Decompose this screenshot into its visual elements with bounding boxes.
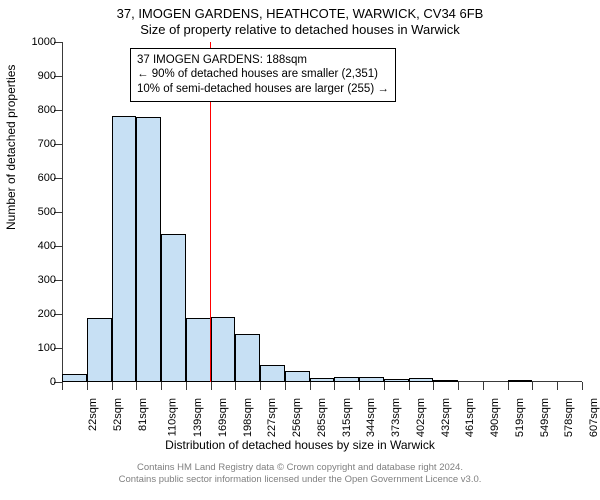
y-tick-label: 0 — [18, 376, 56, 388]
x-tick-label: 139sqm — [192, 398, 204, 437]
y-tick-label: 100 — [18, 342, 56, 354]
x-tick — [186, 382, 187, 390]
x-tick — [508, 382, 509, 390]
x-tick — [161, 382, 162, 390]
x-tick-label: 607sqm — [588, 398, 600, 437]
x-tick — [582, 382, 583, 390]
x-tick — [359, 382, 360, 390]
x-tick — [260, 382, 261, 390]
x-tick — [557, 382, 558, 390]
x-tick — [334, 382, 335, 390]
y-tick-label: 900 — [18, 70, 56, 82]
x-tick — [433, 382, 434, 390]
y-axis-line — [62, 42, 63, 382]
histogram-bar — [285, 371, 310, 382]
page-title-line-2: Size of property relative to detached ho… — [0, 22, 600, 37]
info-box: 37 IMOGEN GARDENS: 188sqm← 90% of detach… — [130, 48, 396, 102]
footer-line-1: Contains HM Land Registry data © Crown c… — [0, 462, 600, 474]
histogram-bar — [508, 380, 533, 382]
x-axis-label: Distribution of detached houses by size … — [0, 438, 600, 452]
histogram-bar — [161, 234, 186, 382]
info-box-line: ← 90% of detached houses are smaller (2,… — [137, 67, 389, 81]
y-tick-label: 300 — [18, 274, 56, 286]
x-tick-label: 432sqm — [440, 398, 452, 437]
x-tick-label: 549sqm — [539, 398, 551, 437]
x-tick — [87, 382, 88, 390]
x-tick-label: 198sqm — [242, 398, 254, 437]
x-tick-label: 81sqm — [137, 398, 149, 431]
y-axis-label: Number of detached properties — [4, 65, 18, 230]
histogram-bar — [136, 117, 161, 382]
x-tick-label: 461sqm — [465, 398, 477, 437]
info-box-line: 10% of semi-detached houses are larger (… — [137, 82, 389, 96]
histogram-bar — [112, 116, 137, 382]
histogram-bar — [211, 317, 236, 382]
x-tick-label: 373sqm — [390, 398, 402, 437]
footer-line-2: Contains public sector information licen… — [0, 474, 600, 486]
x-tick — [62, 382, 63, 390]
histogram-bar — [334, 377, 359, 382]
x-tick — [285, 382, 286, 390]
y-tick-label: 800 — [18, 104, 56, 116]
x-tick-label: 402sqm — [415, 398, 427, 437]
x-tick — [211, 382, 212, 390]
x-tick-label: 52sqm — [112, 398, 124, 431]
chart-plot-area: 0100200300400500600700800900100022sqm52s… — [62, 42, 582, 382]
x-tick — [112, 382, 113, 390]
x-tick — [136, 382, 137, 390]
histogram-bar — [310, 378, 335, 382]
x-tick-label: 169sqm — [217, 398, 229, 437]
y-tick-label: 200 — [18, 308, 56, 320]
x-tick-label: 110sqm — [167, 398, 179, 436]
x-tick-label: 519sqm — [514, 398, 526, 437]
x-tick-label: 578sqm — [564, 398, 576, 437]
x-tick — [483, 382, 484, 390]
histogram-bar — [235, 334, 260, 382]
y-tick-label: 500 — [18, 206, 56, 218]
x-tick-label: 22sqm — [87, 398, 99, 431]
x-tick-label: 344sqm — [366, 398, 378, 437]
histogram-bar — [433, 380, 458, 382]
histogram-bar — [359, 377, 384, 382]
histogram-bar — [87, 318, 112, 382]
histogram-bar — [384, 379, 409, 382]
histogram-bar — [62, 374, 87, 383]
histogram-bar — [409, 378, 434, 382]
x-tick-label: 315sqm — [341, 398, 353, 437]
x-tick-label: 490sqm — [489, 398, 501, 437]
x-tick — [310, 382, 311, 390]
x-tick — [409, 382, 410, 390]
x-tick — [384, 382, 385, 390]
page-title-line-1: 37, IMOGEN GARDENS, HEATHCOTE, WARWICK, … — [0, 6, 600, 21]
footer-text: Contains HM Land Registry data © Crown c… — [0, 462, 600, 486]
y-tick-label: 400 — [18, 240, 56, 252]
histogram-bar — [260, 365, 285, 382]
info-box-line: 37 IMOGEN GARDENS: 188sqm — [137, 53, 389, 67]
x-tick — [235, 382, 236, 390]
x-tick-label: 227sqm — [266, 398, 278, 437]
histogram-bar — [186, 318, 211, 382]
x-tick-label: 285sqm — [316, 398, 328, 437]
y-tick-label: 700 — [18, 138, 56, 150]
x-tick — [458, 382, 459, 390]
y-tick-label: 600 — [18, 172, 56, 184]
x-tick-label: 256sqm — [291, 398, 303, 437]
x-tick — [532, 382, 533, 390]
y-tick-label: 1000 — [18, 36, 56, 48]
